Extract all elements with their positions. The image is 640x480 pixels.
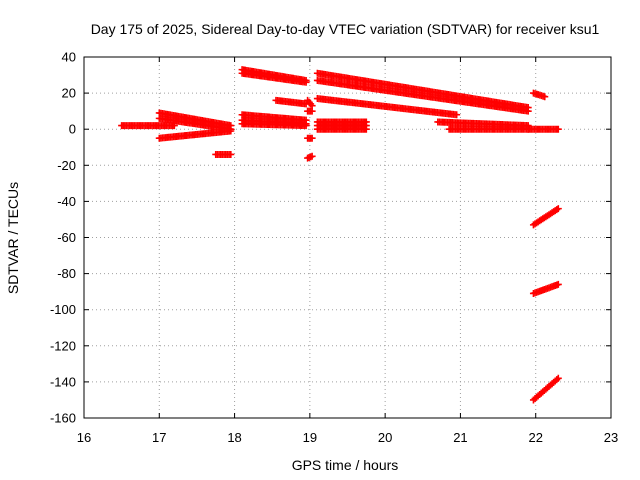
data-point (308, 152, 316, 160)
y-tick-label: -80 (57, 266, 76, 281)
x-tick-label: 19 (303, 430, 317, 445)
y-tick-label: -160 (50, 411, 76, 426)
x-tick-label: 21 (453, 430, 467, 445)
data-series-segment (313, 125, 370, 133)
data-series-segment (313, 95, 461, 119)
data-series-segment (212, 150, 235, 158)
data-point (302, 122, 310, 130)
y-tick-label: -100 (50, 302, 76, 317)
data-point (302, 78, 310, 86)
data-series-segment (118, 122, 178, 130)
data-point (541, 93, 549, 101)
data-series-segment (155, 127, 235, 142)
data-point (362, 125, 370, 133)
x-tick-label: 16 (77, 430, 91, 445)
data-series-segment (304, 96, 316, 110)
y-tick-label: -40 (57, 194, 76, 209)
y-axis-label: SDTVAR / TECUs (5, 182, 21, 294)
data-series-segment (238, 120, 310, 130)
data-series-segment (272, 96, 310, 108)
y-tick-label: -60 (57, 230, 76, 245)
x-tick-label: 17 (152, 430, 166, 445)
data-series-segment (445, 125, 532, 133)
data-series-segment (529, 374, 562, 404)
data-point (227, 127, 235, 135)
data-series-segment (238, 69, 310, 86)
y-tick-label: 20 (62, 86, 76, 101)
x-axis-label: GPS time / hours (292, 457, 399, 473)
gridlines (84, 57, 611, 418)
data-series-segment (313, 76, 532, 115)
data-point (308, 107, 316, 115)
y-tick-label: -120 (50, 338, 76, 353)
data-series-segment (529, 280, 562, 297)
data-series-segment (529, 205, 562, 229)
data-point (554, 125, 562, 133)
data-point (227, 150, 235, 158)
data-series-segment (304, 107, 316, 115)
y-tick-label: 0 (69, 122, 76, 137)
data-point (554, 205, 562, 213)
y-tick-label: -20 (57, 158, 76, 173)
data-point (554, 374, 562, 382)
x-tick-label: 22 (528, 430, 542, 445)
x-tick-label: 23 (604, 430, 618, 445)
chart-title: Day 175 of 2025, Sidereal Day-to-day VTE… (91, 21, 600, 37)
data-series-segment (524, 125, 562, 133)
data-point (308, 134, 316, 142)
axis-ticks: 16 17 18 19 20 21 22 23 -160 -140 -120 -100 -80 -60 -4… (50, 50, 618, 446)
data-point (554, 280, 562, 288)
data-point (453, 111, 461, 119)
data-points (118, 66, 562, 404)
y-tick-label: -140 (50, 374, 76, 389)
data-series-segment (529, 89, 549, 101)
data-series-segment (304, 134, 316, 142)
data-point (524, 107, 532, 115)
y-tick-label: 40 (62, 50, 76, 65)
x-tick-label: 18 (227, 430, 241, 445)
data-series-segment (304, 152, 316, 162)
x-tick-label: 20 (378, 430, 392, 445)
